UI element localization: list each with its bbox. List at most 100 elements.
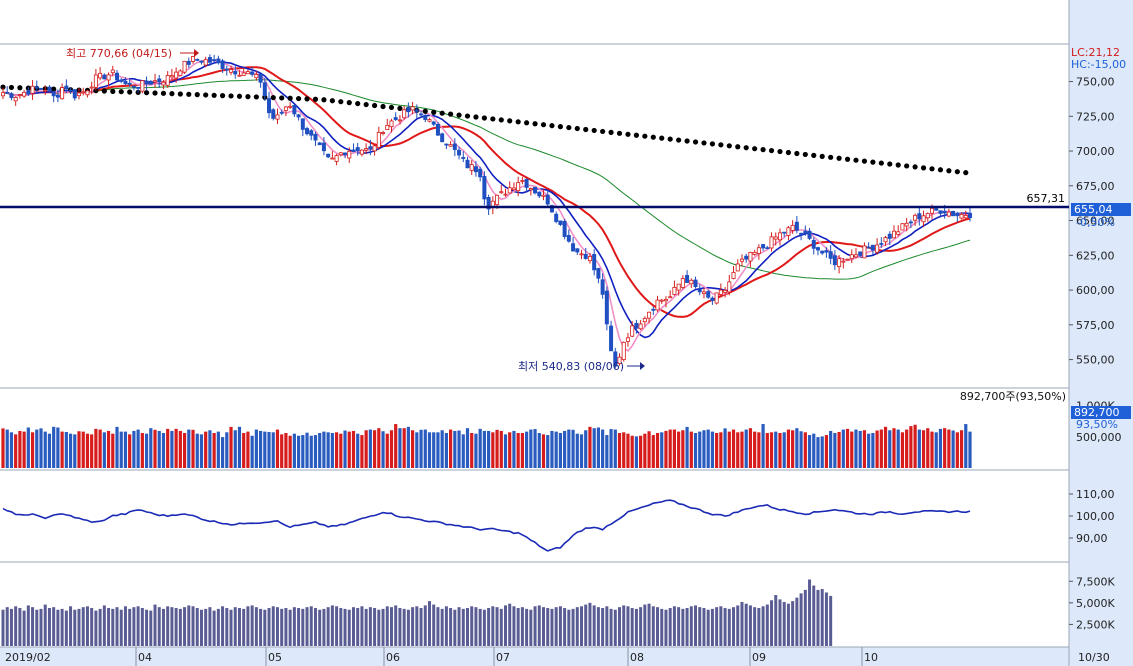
candle-body-227 <box>959 213 964 219</box>
volume-bar-9 <box>39 428 43 468</box>
ma-120-dot-46 <box>388 104 395 111</box>
ma-120-dot-85 <box>718 142 724 148</box>
ma-120-dot-23 <box>194 92 200 98</box>
volume-bar-128 <box>541 434 546 468</box>
candle-body-197 <box>832 255 837 266</box>
candle-body-44 <box>186 60 191 65</box>
ma-120-dot-35 <box>295 95 302 102</box>
vol2-bar-118 <box>499 608 503 646</box>
candle-body-40 <box>169 75 174 78</box>
vol2-bar-194 <box>820 589 824 646</box>
candle-body-206 <box>870 244 875 251</box>
candle-body-67 <box>283 106 288 111</box>
vol2-bar-192 <box>812 585 816 646</box>
candle-body-125 <box>528 188 533 191</box>
vol2-bar-48 <box>204 608 208 646</box>
candle-body-64 <box>271 109 276 119</box>
volume-bar-23 <box>98 429 102 468</box>
volume-bar-90 <box>381 431 385 468</box>
candle-body-154 <box>651 308 656 311</box>
vol2-bar-70 <box>297 608 301 646</box>
vol2-tick-2: 2,500K <box>1076 618 1115 631</box>
volume-bar-85 <box>360 435 364 468</box>
volume-bar-18 <box>77 431 81 468</box>
ma-120-dot-70 <box>591 127 597 134</box>
ma-120-dot-19 <box>160 90 167 96</box>
candles <box>0 54 973 369</box>
ma-120-dot-80 <box>676 137 682 143</box>
ma-120-dot-1 <box>8 84 15 91</box>
candle-body-1 <box>5 91 10 94</box>
vol2-tick-1: 5,000K <box>1076 597 1115 610</box>
volume-bar-140 <box>592 428 596 468</box>
candle-body-199 <box>841 260 846 263</box>
volume-bar-5 <box>22 431 26 468</box>
candle-body-34 <box>144 80 149 85</box>
vol2-bar-50 <box>212 610 216 646</box>
volume-bar-94 <box>398 428 402 468</box>
volume-bar-57 <box>242 432 246 468</box>
vol2-bar-98 <box>415 606 419 646</box>
volume-bar-152 <box>643 433 647 468</box>
volume-bar-26 <box>111 433 115 468</box>
vol2-bar-167 <box>706 609 710 646</box>
candle-body-174 <box>735 263 740 272</box>
volume-bar-182 <box>769 432 774 468</box>
volume-bar-59 <box>250 435 254 468</box>
last-change-label: -0,50% <box>1076 216 1115 229</box>
volume-bar-66 <box>280 434 284 468</box>
candle-body-63 <box>267 98 272 114</box>
vol2-bar-82 <box>347 609 351 646</box>
vol2-bar-196 <box>829 595 833 646</box>
candle-body-103 <box>435 123 440 136</box>
vol2-bar-136 <box>575 607 579 646</box>
volume-bar-111 <box>470 432 474 468</box>
ma-120-dot-2 <box>17 85 23 91</box>
candle-body-70 <box>296 114 301 118</box>
volume-bar-186 <box>786 429 791 468</box>
ma-120-dot-55 <box>464 113 471 119</box>
volume-tick-1: 500,000 <box>1076 431 1122 444</box>
volume-bar-54 <box>229 426 233 468</box>
ma-120-dot-0 <box>0 84 6 90</box>
volume-bar-126 <box>533 429 537 468</box>
ma-120-dot-13 <box>110 88 116 94</box>
ma-120-dot-25 <box>211 92 217 98</box>
month-label-5: 08 <box>630 651 644 664</box>
volume-label: 892,700주(93,50%) <box>960 390 1066 403</box>
candle-body-62 <box>262 82 267 97</box>
candle-body-124 <box>524 178 529 188</box>
vol2-bar-42 <box>178 608 182 646</box>
vol2-bar-100 <box>423 605 427 646</box>
vol2-bar-17 <box>73 609 77 646</box>
month-label-3: 06 <box>386 651 400 664</box>
volume-bar-178 <box>753 431 757 468</box>
ma-120-dot-12 <box>101 88 107 94</box>
ma-120-dot-82 <box>692 139 699 145</box>
volume-bar-100 <box>423 429 427 468</box>
candle-body-214 <box>904 222 909 227</box>
candle-body-30 <box>127 82 132 85</box>
candle-body-147 <box>621 341 626 360</box>
volume-bar-48 <box>204 431 208 468</box>
ma-120-dot-47 <box>397 105 403 111</box>
volume-bar-58 <box>246 431 250 468</box>
candle-body-6 <box>26 90 31 95</box>
candle-body-131 <box>554 213 559 222</box>
vol2-bar-107 <box>453 609 457 646</box>
vol2-bar-117 <box>495 607 499 646</box>
vol2-bar-25 <box>107 608 111 646</box>
volume-bar-51 <box>216 431 220 468</box>
volume-bar-43 <box>182 432 187 468</box>
vol2-bar-20 <box>85 606 89 646</box>
candle-body-71 <box>300 118 305 130</box>
volume-bar-221 <box>934 432 938 468</box>
candle-body-117 <box>495 194 500 206</box>
ma-120-dot-88 <box>743 145 749 151</box>
candle-body-151 <box>638 323 643 330</box>
volume-bar-55 <box>233 430 237 468</box>
candle-body-223 <box>942 210 947 214</box>
candle-body-79 <box>334 155 339 162</box>
candle-body-25 <box>106 74 111 81</box>
